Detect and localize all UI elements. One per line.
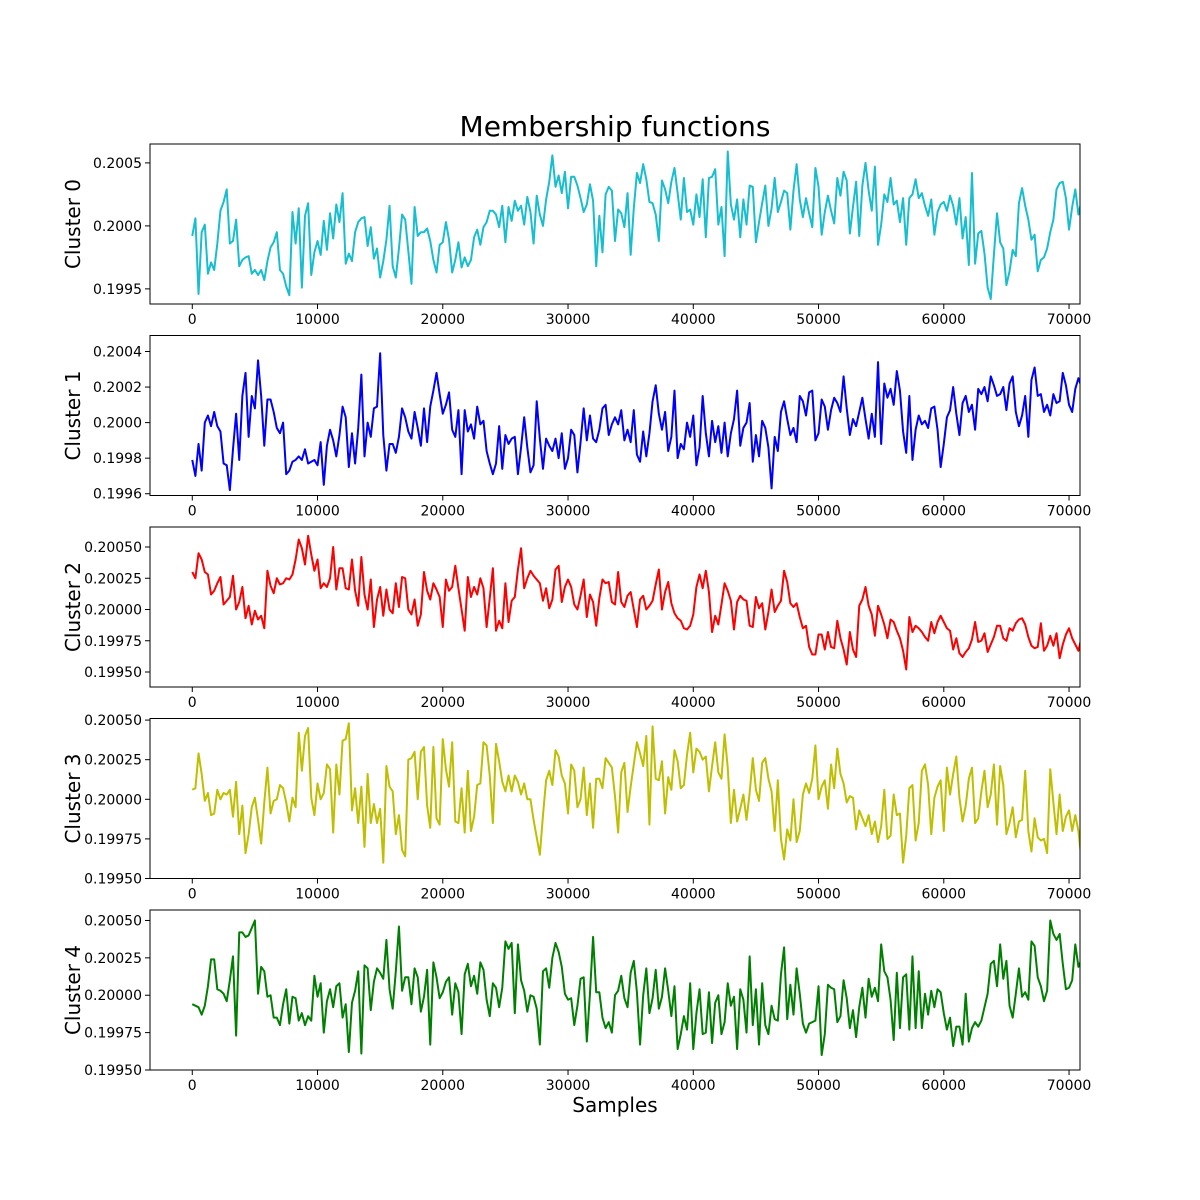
y-tick-label: 0.20025 [84, 951, 142, 967]
plot-frame [149, 526, 1081, 688]
y-tick-label: 0.20000 [84, 988, 142, 1004]
x-tick-label: 30000 [546, 887, 591, 903]
x-tick-label: 30000 [546, 504, 591, 520]
x-tick-label: 0 [188, 695, 197, 711]
plot-frame [149, 909, 1081, 1071]
y-axis-label-cluster-1: Cluster 1 [61, 370, 85, 460]
x-tick-label: 10000 [295, 1078, 340, 1094]
y-tick-label: 0.19975 [84, 1026, 142, 1042]
x-tick-label: 50000 [796, 312, 841, 328]
x-tick-label: 0 [188, 504, 197, 520]
subplot-cluster-2: 0 10000 20000 30000 40000 50000 60000 70000 0.19… [61, 526, 1092, 711]
x-tick-label: 50000 [796, 695, 841, 711]
y-tick-label: 0.20050 [84, 913, 142, 929]
x-tick-label: 0 [188, 887, 197, 903]
x-tick-label: 20000 [421, 504, 466, 520]
y-tick-label: 0.2002 [93, 380, 142, 396]
subplot-panels: 0 10000 20000 30000 40000 50000 60000 70000 0.19… [61, 143, 1092, 1094]
series-line-cluster-0 [191, 150, 1080, 300]
x-tick-label: 50000 [796, 887, 841, 903]
subplot-cluster-4: 0 10000 20000 30000 40000 50000 60000 70000 0.19… [61, 909, 1092, 1094]
plot-frame [149, 718, 1081, 879]
x-tick-label: 60000 [922, 695, 967, 711]
x-tick-label: 50000 [796, 1078, 841, 1094]
y-tick-label: 0.20050 [84, 540, 142, 556]
x-tick-label: 50000 [796, 504, 841, 520]
series-line-cluster-4 [191, 919, 1080, 1057]
subplot-cluster-0: 0 10000 20000 30000 40000 50000 60000 70000 0.19… [61, 143, 1092, 328]
y-tick-label: 0.2000 [93, 219, 142, 235]
x-axis-label: Samples [572, 1093, 657, 1117]
subplot-cluster-3: 0 10000 20000 30000 40000 50000 60000 70000 0.19… [61, 713, 1092, 903]
y-tick-label: 0.20025 [84, 753, 142, 769]
x-tick-label: 40000 [671, 312, 716, 328]
y-tick-label: 0.19975 [84, 634, 142, 650]
y-tick-label: 0.20050 [84, 713, 142, 729]
x-tick-label: 10000 [295, 504, 340, 520]
plot-frame [149, 143, 1081, 305]
x-tick-label: 40000 [671, 695, 716, 711]
x-tick-label: 0 [188, 312, 197, 328]
x-tick-label: 0 [188, 1078, 197, 1094]
y-tick-label: 0.2000 [93, 416, 142, 432]
y-axis-label-cluster-4: Cluster 4 [61, 945, 85, 1035]
series-line-cluster-1 [191, 352, 1080, 492]
x-tick-label: 30000 [546, 312, 591, 328]
x-tick-label: 20000 [421, 1078, 466, 1094]
y-tick-label: 0.19950 [84, 872, 142, 888]
x-tick-label: 70000 [1047, 695, 1092, 711]
series-line-cluster-2 [191, 534, 1080, 671]
x-tick-label: 70000 [1047, 887, 1092, 903]
x-tick-label: 40000 [671, 504, 716, 520]
x-tick-label: 40000 [671, 1078, 716, 1094]
y-tick-label: 0.1995 [93, 282, 142, 298]
x-tick-label: 20000 [421, 887, 466, 903]
x-tick-label: 20000 [421, 312, 466, 328]
subplot-cluster-1: 0 10000 20000 30000 40000 50000 60000 70000 0.19… [61, 335, 1092, 520]
y-tick-label: 0.19950 [84, 1063, 142, 1079]
x-tick-label: 70000 [1047, 1078, 1092, 1094]
y-axis-label-cluster-2: Cluster 2 [61, 562, 85, 652]
x-tick-label: 10000 [295, 312, 340, 328]
x-tick-label: 30000 [546, 695, 591, 711]
y-tick-label: 0.2005 [93, 156, 142, 172]
y-tick-label: 0.20025 [84, 571, 142, 587]
y-tick-label: 0.20000 [84, 603, 142, 619]
x-tick-label: 10000 [295, 887, 340, 903]
plot-frame [149, 335, 1081, 496]
y-tick-label: 0.1998 [93, 451, 142, 467]
x-tick-label: 20000 [421, 695, 466, 711]
y-axis-label-cluster-3: Cluster 3 [61, 753, 85, 843]
x-tick-label: 40000 [671, 887, 716, 903]
y-tick-label: 0.1996 [93, 487, 142, 503]
x-tick-label: 70000 [1047, 504, 1092, 520]
x-tick-label: 60000 [922, 887, 967, 903]
series-line-cluster-3 [191, 722, 1080, 864]
y-tick-label: 0.2004 [93, 345, 142, 361]
x-tick-label: 60000 [922, 312, 967, 328]
chart-title: Membership functions [460, 110, 771, 143]
x-tick-label: 10000 [295, 695, 340, 711]
y-tick-label: 0.19975 [84, 832, 142, 848]
x-tick-label: 60000 [922, 1078, 967, 1094]
y-tick-label: 0.20000 [84, 792, 142, 808]
x-tick-label: 60000 [922, 504, 967, 520]
y-tick-label: 0.19950 [84, 665, 142, 681]
x-tick-label: 70000 [1047, 312, 1092, 328]
x-tick-label: 30000 [546, 1078, 591, 1094]
y-axis-label-cluster-0: Cluster 0 [61, 179, 85, 269]
